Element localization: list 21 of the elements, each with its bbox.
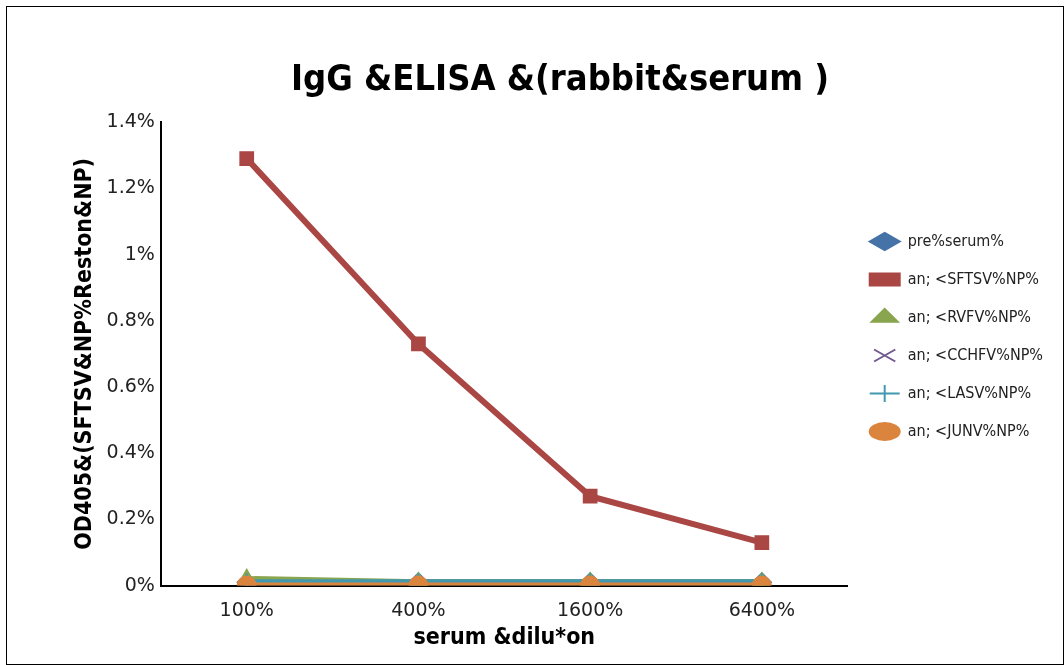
y-tick-label: 0.4% (106, 440, 155, 463)
legend-label: an; <RVFV%NP% (907, 306, 1032, 326)
x-axis-title: serum &dilu*on (413, 623, 596, 650)
legend-label: an; <CCHFV%NP% (907, 344, 1043, 364)
y-tick-label: 0.8% (106, 307, 155, 330)
legend-label: an; <SFTSV%NP% (907, 268, 1039, 288)
chart-title: IgG &ELISA &(rabbit&serum ) (291, 56, 829, 98)
y-tick-label: 1% (124, 241, 155, 264)
x-tick-label: 6400% (728, 597, 796, 620)
x-tick-label: 100% (219, 597, 274, 620)
legend-label: an; <JUNV%NP% (907, 420, 1030, 440)
legend-label: an; <LASV%NP% (907, 382, 1032, 402)
y-tick-label: 0% (124, 572, 155, 595)
legend-label: pre%serum% (907, 230, 1005, 250)
y-tick-label: 0.6% (106, 373, 155, 396)
y-tick-label: 0.2% (106, 506, 155, 529)
x-tick-label: 400% (391, 597, 446, 620)
x-tick-label: 1600% (556, 597, 624, 620)
y-tick-label: 1.2% (106, 175, 155, 198)
y-tick-label: 1.4% (106, 109, 155, 132)
y-axis-title: OD405&(SFTSV&NP%Reston&NP) (69, 157, 96, 550)
